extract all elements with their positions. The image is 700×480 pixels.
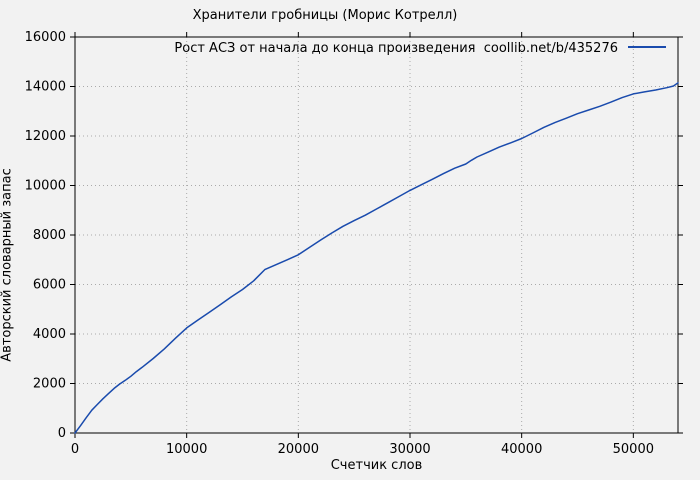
series-line	[74, 82, 679, 434]
x-tick-label: 0	[71, 442, 79, 457]
x-axis-label: Счетчик слов	[330, 458, 423, 473]
y-tick-label: 0	[58, 426, 66, 441]
y-tick-label: 12000	[25, 129, 66, 144]
x-tick-label: 50000	[613, 442, 654, 457]
x-tick-label: 20000	[278, 442, 319, 457]
x-tick-label: 40000	[501, 442, 542, 457]
y-tick-label: 16000	[25, 30, 66, 45]
y-tick-label: 10000	[25, 179, 66, 194]
y-tick-label: 14000	[25, 80, 66, 95]
legend-label: Рост АСЗ от начала до конца произведения…	[174, 41, 618, 56]
y-axis-label-text: Авторский словарный запас	[0, 168, 15, 362]
y-tick-label: 4000	[33, 327, 66, 342]
y-tick-label: 6000	[33, 278, 66, 293]
y-tick-label: 2000	[33, 377, 66, 392]
x-tick-label: 30000	[389, 442, 430, 457]
x-tick-label: 10000	[166, 442, 207, 457]
y-tick-label: 8000	[33, 228, 66, 243]
plot-frame	[74, 36, 679, 434]
chart-title: Хранители гробницы (Морис Котрелл)	[192, 8, 458, 23]
